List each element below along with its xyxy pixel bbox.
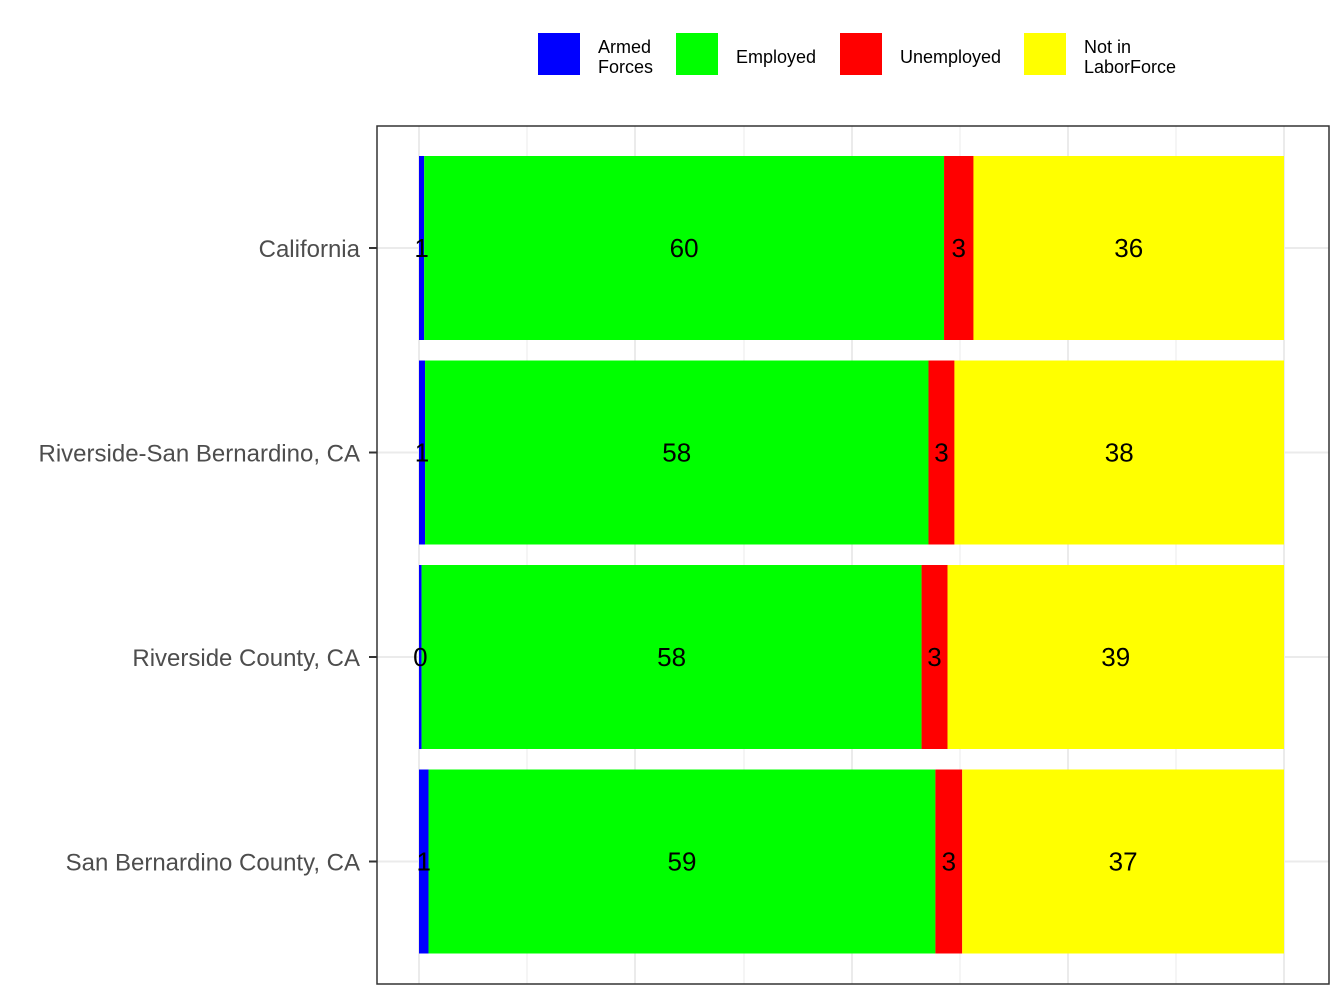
data-label-employed: 60 — [670, 233, 699, 263]
bar-unemployed-san-bernardino-county-ca — [935, 769, 963, 954]
legend-label-unemployed: Unemployed — [900, 47, 1001, 67]
bar-employed-riverside-san-bernardino-ca — [425, 360, 929, 545]
data-label-armed-forces: 0 — [413, 642, 427, 672]
bar-not-in-laborforce-riverside-san-bernardino-ca — [954, 360, 1284, 545]
data-label-not-in-laborforce: 36 — [1114, 233, 1143, 263]
data-label-employed: 58 — [662, 438, 691, 468]
legend-key-employed — [676, 33, 718, 75]
legend-key-armed-forces — [538, 33, 580, 75]
legend: Armed Forces Employed Unemployed Not in Labor… — [538, 33, 1176, 77]
data-label-armed-forces: 1 — [415, 438, 429, 468]
y-tick-label: Riverside-San Bernardino, CA — [39, 441, 360, 468]
legend-label-armed-forces: Armed Forces — [598, 37, 653, 77]
bars — [419, 156, 1284, 954]
data-label-employed: 58 — [657, 642, 686, 672]
data-labels: 1 60 3 36 1 58 3 38 0 58 3 39 1 59 3 37 — [413, 233, 1143, 877]
data-label-unemployed: 3 — [942, 847, 956, 877]
legend-key-not-in-laborforce — [1024, 33, 1066, 75]
y-tick-label: Riverside County, CA — [132, 645, 360, 672]
bar-unemployed-riverside-county-ca — [921, 565, 948, 749]
bar-unemployed-riverside-san-bernardino-ca — [928, 360, 955, 545]
legend-label-employed: Employed — [736, 47, 816, 67]
data-label-unemployed: 3 — [934, 438, 948, 468]
bar-employed-california — [424, 156, 945, 340]
bar-armed-forces-san-bernardino-county-ca — [419, 769, 429, 954]
y-axis: California Riverside-San Bernardino, CA Ri… — [39, 236, 377, 877]
data-label-not-in-laborforce: 38 — [1105, 438, 1134, 468]
bar-unemployed-california — [944, 156, 974, 340]
data-label-unemployed: 3 — [952, 233, 966, 263]
legend-key-unemployed — [840, 33, 882, 75]
data-label-employed: 59 — [667, 847, 696, 877]
data-label-armed-forces: 1 — [414, 233, 428, 263]
data-label-unemployed: 3 — [927, 642, 941, 672]
data-label-not-in-laborforce: 37 — [1109, 847, 1138, 877]
bar-not-in-laborforce-riverside-county-ca — [947, 565, 1284, 749]
bar-armed-forces-riverside-county-ca — [419, 565, 422, 749]
data-label-armed-forces: 1 — [417, 847, 431, 877]
legend-label-not-in-laborforce: Not in LaborForce — [1084, 37, 1176, 77]
data-label-not-in-laborforce: 39 — [1101, 642, 1130, 672]
bar-armed-forces-riverside-san-bernardino-ca — [419, 360, 426, 545]
panel-border — [376, 125, 1330, 985]
y-tick-label: California — [259, 236, 361, 263]
bar-not-in-laborforce-california — [973, 156, 1284, 340]
bar-employed-san-bernardino-county-ca — [428, 769, 936, 954]
y-tick-label: San Bernardino County, CA — [66, 850, 360, 877]
bar-armed-forces-california — [419, 156, 425, 340]
bar-not-in-laborforce-san-bernardino-county-ca — [962, 769, 1284, 954]
bar-employed-riverside-county-ca — [421, 565, 922, 749]
